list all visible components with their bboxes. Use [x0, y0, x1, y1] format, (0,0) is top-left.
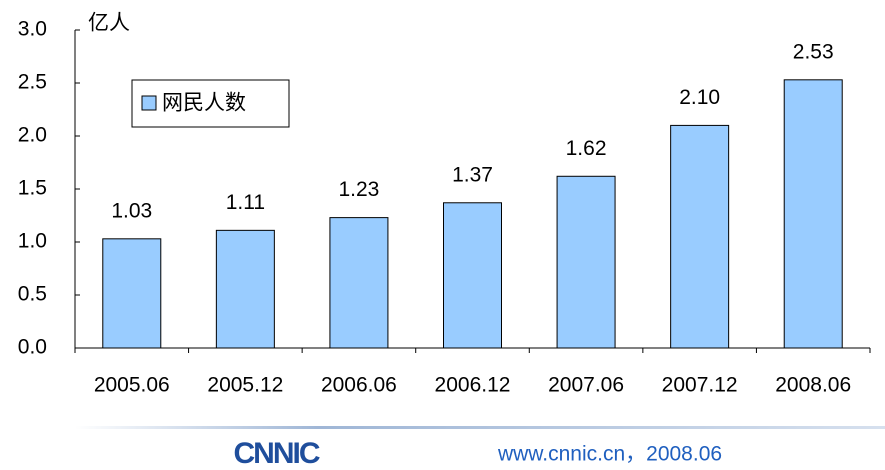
legend-label: 网民人数 [162, 92, 246, 115]
x-tick-label: 2006.06 [321, 374, 397, 397]
value-label: 1.62 [566, 137, 607, 160]
x-tick-label: 2007.06 [548, 374, 624, 397]
bar [443, 202, 502, 349]
legend-swatch [141, 95, 157, 111]
y-tick-label: 0.5 [18, 283, 47, 306]
value-label: 1.03 [111, 199, 152, 222]
y-tick-label: 2.5 [18, 71, 47, 94]
bar [783, 79, 843, 349]
bar [556, 175, 616, 349]
value-label: 2.10 [679, 86, 720, 109]
y-tick-label: 1.0 [18, 230, 47, 253]
bar [670, 124, 730, 349]
y-unit: 亿人 [88, 12, 130, 35]
x-tick-label: 2007.12 [662, 374, 738, 397]
x-tick-label: 2006.12 [435, 374, 511, 397]
y-tick-label: 2.0 [18, 124, 47, 147]
value-label: 1.23 [338, 178, 379, 201]
x-tick-label: 2008.06 [775, 374, 851, 397]
value-label: 1.11 [226, 191, 265, 214]
bar [329, 217, 389, 349]
x-tick-label: 2005.06 [94, 374, 170, 397]
y-tick-label: 0.0 [18, 336, 47, 359]
y-tick-label: 1.5 [18, 177, 47, 200]
value-label: 1.37 [452, 163, 493, 186]
footer-text: www.cnnic.cn，2008.06 [497, 443, 722, 466]
value-label: 2.53 [793, 40, 834, 63]
bar [215, 229, 275, 349]
footer-logo: CNNIC [234, 437, 320, 470]
bar [102, 238, 162, 349]
x-tick-label: 2005.12 [207, 374, 283, 397]
footer-rule [75, 426, 885, 429]
y-tick-label: 3.0 [18, 18, 47, 41]
legend-box [131, 79, 290, 128]
